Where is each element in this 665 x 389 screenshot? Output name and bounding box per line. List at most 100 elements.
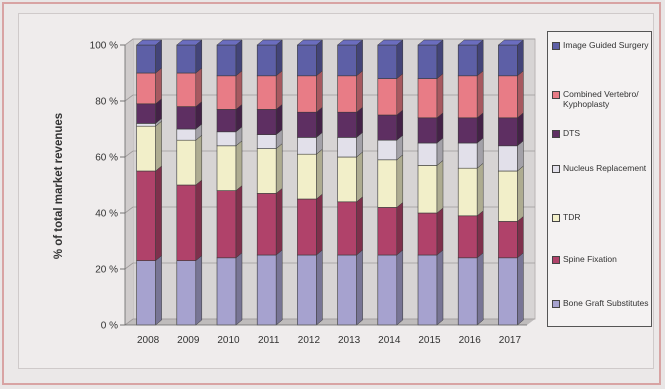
x-tick-label: 2013 — [338, 335, 361, 346]
y-tick-label: 0 % — [101, 321, 118, 332]
bar-segment — [297, 193, 323, 256]
bar-segment — [256, 70, 283, 110]
bar-segment — [176, 255, 203, 326]
legend-item: Nucleus Replacement — [552, 163, 652, 173]
x-tick-label: 2012 — [298, 335, 321, 346]
bar-segment — [337, 151, 363, 203]
chart-legend: Image Guided Surgery Combined Vertebro/ K… — [547, 31, 652, 327]
bar-segment — [176, 179, 203, 262]
bar-segment — [337, 196, 363, 256]
legend-label: Image Guided Surgery — [563, 40, 649, 50]
gridline-side — [124, 206, 134, 214]
legend-swatch — [552, 91, 560, 99]
y-tick-label: 20 % — [95, 265, 118, 276]
legend-swatch — [552, 130, 560, 138]
legend-swatch — [552, 165, 560, 173]
bar-segment — [417, 137, 444, 166]
bar-segment — [136, 98, 162, 124]
bar-segment — [135, 39, 163, 74]
x-tick-label: 2010 — [217, 335, 240, 346]
y-tick-label: 60 % — [95, 153, 118, 164]
bar-segment — [297, 106, 323, 138]
bar-segment — [256, 129, 283, 150]
bar-segment — [216, 252, 243, 326]
y-tick-label: 80 % — [95, 97, 118, 108]
bar-segment — [377, 154, 404, 208]
bar-segment — [336, 39, 364, 77]
bar-segment — [498, 70, 524, 119]
bar-segment — [136, 67, 162, 105]
bar-segment — [498, 112, 524, 147]
legend-swatch — [552, 256, 560, 264]
bar-segment — [377, 134, 404, 161]
x-tick-label: 2015 — [418, 335, 441, 346]
bar-segment — [377, 249, 404, 326]
bar-segment — [498, 252, 524, 326]
x-tick-label: 2009 — [177, 335, 200, 346]
y-axis-label: % of total market revenues — [53, 113, 65, 259]
bar-segment — [176, 134, 203, 186]
bar-segment — [377, 39, 404, 80]
gridline-side — [124, 318, 134, 326]
bar-segment — [498, 165, 524, 222]
bar-segment — [457, 112, 484, 144]
legend-label: TDR — [563, 212, 581, 222]
bar-segment — [417, 159, 444, 214]
bar-segment — [256, 39, 283, 77]
legend-item: Combined Vertebro/ Kyphoplasty — [552, 89, 652, 109]
bar-segment — [216, 39, 243, 77]
gridline-side — [124, 262, 134, 270]
x-tick-label: 2017 — [499, 335, 522, 346]
legend-swatch — [552, 42, 560, 50]
bar-segment — [377, 201, 404, 256]
bar-segment — [498, 140, 524, 172]
bar-segment — [497, 39, 525, 77]
bar-segment — [136, 120, 162, 172]
plot-side-wall — [125, 39, 133, 325]
legend-item: DTS — [552, 128, 652, 138]
legend-swatch — [552, 214, 560, 222]
x-tick-label: 2011 — [258, 335, 280, 346]
bar-segment — [297, 148, 323, 200]
gridline-side — [124, 38, 134, 46]
legend-item: Bone Graft Substitutes — [552, 298, 652, 308]
legend-item: TDR — [552, 212, 652, 222]
bar-segment — [216, 185, 243, 259]
bar-segment — [136, 165, 162, 262]
y-tick-label: 100 % — [90, 41, 118, 52]
x-tick-label: 2008 — [137, 335, 160, 346]
gridline-side — [124, 150, 134, 158]
bar-segment — [457, 210, 484, 259]
bar-segment — [457, 162, 484, 217]
legend-item: Spine Fixation — [552, 254, 652, 264]
bar-segment — [337, 249, 363, 326]
bar-segment — [417, 249, 444, 326]
legend-swatch — [552, 300, 560, 308]
bar-segment — [216, 140, 243, 192]
bar-segment — [256, 249, 283, 326]
bar-segment — [176, 101, 203, 130]
gridline-side — [124, 94, 134, 102]
legend-label: Combined Vertebro/ Kyphoplasty — [563, 89, 639, 109]
bar-segment — [377, 73, 404, 116]
bar-segment — [176, 67, 203, 108]
bar-segment — [457, 70, 484, 119]
bar-segment — [417, 73, 444, 119]
bar-segment — [457, 39, 484, 77]
legend-label: Bone Graft Substitutes — [563, 298, 649, 308]
legend-label: Spine Fixation — [563, 254, 617, 264]
bar-segment — [297, 131, 323, 155]
bar-segment — [417, 39, 444, 80]
bar-segment — [337, 70, 363, 113]
bar-segment — [296, 39, 324, 77]
bar-segment — [417, 207, 444, 256]
x-tick-label: 2016 — [459, 335, 482, 346]
bar-segment — [337, 106, 363, 138]
legend-label: DTS — [563, 128, 580, 138]
bar-segment — [256, 187, 283, 256]
legend-label: Nucleus Replacement — [563, 163, 647, 173]
bar-segment — [216, 126, 243, 147]
bar-segment — [216, 70, 243, 110]
bar-segment — [136, 255, 162, 326]
